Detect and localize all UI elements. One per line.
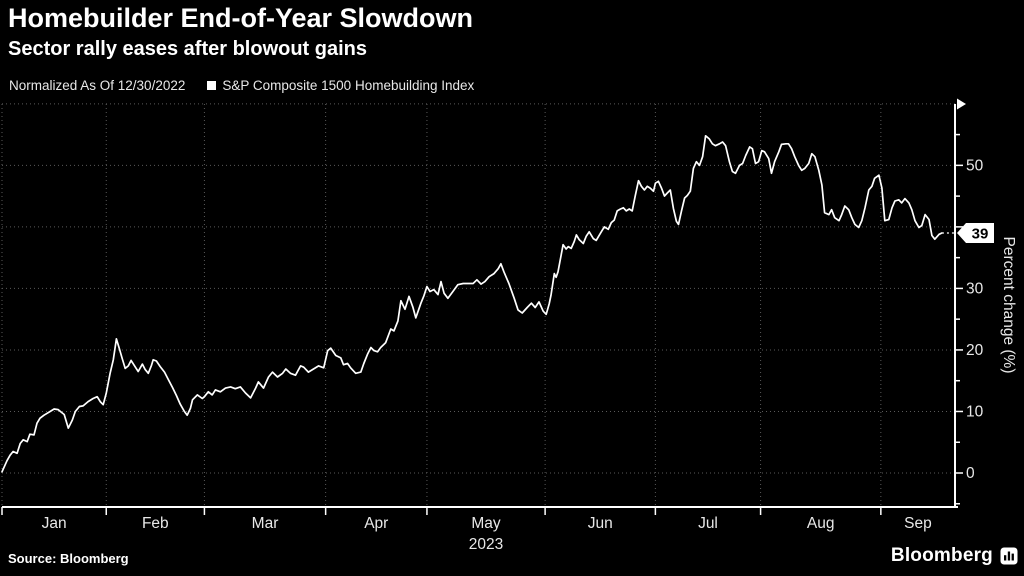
source-note: Source: Bloomberg <box>8 551 129 566</box>
y-axis-title: Percent change (%) <box>1000 237 1017 374</box>
x-tick-label: Apr <box>364 515 388 532</box>
page-subtitle: Sector rally eases after blowout gains <box>8 38 368 60</box>
bloomberg-wordmark: Bloomberg <box>890 545 993 566</box>
x-tick-label: Feb <box>142 515 169 532</box>
y-tick-label: 20 <box>966 342 984 359</box>
y-tick-label: 50 <box>966 157 984 174</box>
bloomberg-logo: Bloomberg <box>891 545 1018 567</box>
page-title: Homebuilder End-of-Year Slowdown <box>8 3 474 33</box>
series-line <box>1 134 943 473</box>
y-tick-label: 10 <box>966 403 984 420</box>
x-tick-label: Sep <box>904 515 932 532</box>
x-tick-label: Jan <box>42 515 67 532</box>
legend-normalization-note: Normalized As Of 12/30/2022 <box>9 78 186 93</box>
x-tick-label: Jul <box>698 515 718 532</box>
x-tick-label: May <box>471 515 501 532</box>
bloomberg-logo-icon <box>1000 547 1018 565</box>
y-tick-label: 0 <box>966 465 975 482</box>
y-tick-label: 30 <box>966 280 984 297</box>
y-axis-arrow-icon <box>957 98 966 110</box>
x-tick-label: Aug <box>807 515 835 532</box>
x-tick-label: Jun <box>588 515 613 532</box>
last-value-label: 39 <box>972 226 989 243</box>
x-tick-label: Mar <box>252 515 279 532</box>
legend: Normalized As Of 12/30/2022 S&P Composit… <box>9 78 474 93</box>
last-value-tag <box>957 223 994 244</box>
series-marker-icon <box>207 81 217 90</box>
legend-series-label: S&P Composite 1500 Homebuilding Index <box>222 78 475 93</box>
x-axis-year-label: 2023 <box>469 536 503 553</box>
